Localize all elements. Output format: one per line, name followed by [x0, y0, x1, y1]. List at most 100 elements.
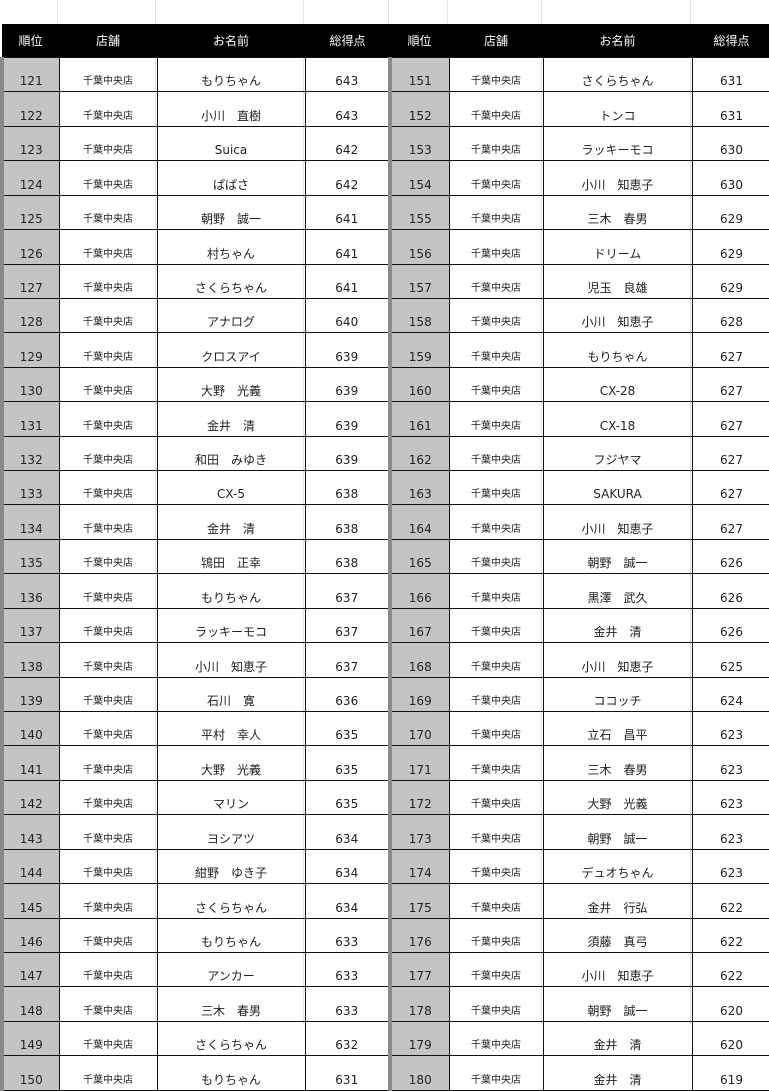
cell-name[interactable]: アンカー [156, 951, 306, 988]
cell-rank[interactable]: 173 [388, 814, 450, 850]
cell-score[interactable]: 635 [304, 711, 391, 747]
cell-name[interactable]: CX-18 [542, 401, 693, 437]
cell-store[interactable]: 千葉中央店 [448, 435, 544, 472]
cell-name[interactable]: CX-28 [542, 366, 693, 403]
cell-rank[interactable]: 163 [388, 470, 450, 506]
cell-store[interactable]: 千葉中央店 [448, 951, 544, 988]
cell-score[interactable]: 638 [304, 470, 391, 506]
cell-score[interactable]: 627 [691, 401, 769, 437]
cell-name[interactable]: 村ちゃん [156, 229, 306, 265]
cell-store[interactable]: 千葉中央店 [58, 56, 158, 93]
cell-store[interactable]: 千葉中央店 [448, 229, 544, 265]
cell-name[interactable]: 朝野 誠一 [542, 986, 693, 1022]
cell-name[interactable]: もりちゃん [156, 56, 306, 93]
cell-store[interactable]: 千葉中央店 [448, 538, 544, 575]
cell-rank[interactable]: 158 [388, 297, 450, 334]
cell-name[interactable]: もりちゃん [156, 917, 306, 953]
cell-score[interactable]: 631 [691, 56, 769, 93]
cell-score[interactable]: 637 [304, 607, 391, 644]
cell-rank[interactable]: 146 [0, 917, 60, 953]
cell-score[interactable]: 636 [304, 676, 391, 713]
cell-name[interactable]: さくらちゃん [156, 263, 306, 299]
cell-store[interactable]: 千葉中央店 [448, 779, 544, 816]
cell-score[interactable]: 629 [691, 263, 769, 299]
cell-score[interactable]: 627 [691, 504, 769, 540]
cell-rank[interactable]: 174 [388, 848, 450, 885]
cell-rank[interactable]: 168 [388, 642, 450, 678]
cell-score[interactable]: 634 [304, 883, 391, 919]
cell-rank[interactable]: 135 [0, 538, 60, 575]
cell-store[interactable]: 千葉中央店 [448, 573, 544, 609]
cell-store[interactable]: 千葉中央店 [448, 986, 544, 1022]
cell-score[interactable]: 623 [691, 779, 769, 816]
cell-rank[interactable]: 172 [388, 779, 450, 816]
cell-score[interactable]: 626 [691, 538, 769, 575]
cell-rank[interactable]: 121 [0, 56, 60, 93]
cell-store[interactable]: 千葉中央店 [58, 470, 158, 506]
cell-name[interactable]: もりちゃん [156, 573, 306, 609]
cell-rank[interactable]: 169 [388, 676, 450, 713]
cell-store[interactable]: 千葉中央店 [448, 745, 544, 781]
cell-rank[interactable]: 151 [388, 56, 450, 93]
cell-score[interactable]: 623 [691, 711, 769, 747]
cell-rank[interactable]: 133 [0, 470, 60, 506]
cell-store[interactable]: 千葉中央店 [448, 125, 544, 162]
cell-store[interactable]: 千葉中央店 [448, 504, 544, 540]
cell-store[interactable]: 千葉中央店 [448, 607, 544, 644]
cell-score[interactable]: 629 [691, 229, 769, 265]
cell-store[interactable]: 千葉中央店 [58, 160, 158, 196]
cell-score[interactable]: 639 [304, 435, 391, 472]
cell-rank[interactable]: 177 [388, 951, 450, 988]
cell-name[interactable]: 鴇田 正幸 [156, 538, 306, 575]
cell-store[interactable]: 千葉中央店 [58, 125, 158, 162]
cell-score[interactable]: 641 [304, 263, 391, 299]
cell-name[interactable]: 和田 みゆき [156, 435, 306, 472]
cell-rank[interactable]: 130 [0, 366, 60, 403]
cell-name[interactable]: 三木 春男 [542, 745, 693, 781]
cell-score[interactable]: 627 [691, 435, 769, 472]
cell-store[interactable]: 千葉中央店 [58, 538, 158, 575]
cell-rank[interactable]: 125 [0, 194, 60, 231]
cell-score[interactable]: 626 [691, 607, 769, 644]
cell-name[interactable]: ラッキーモコ [156, 607, 306, 644]
cell-score[interactable]: 622 [691, 883, 769, 919]
cell-name[interactable]: 石川 寛 [156, 676, 306, 713]
cell-name[interactable]: 朝野 誠一 [542, 814, 693, 850]
cell-rank[interactable]: 122 [0, 91, 60, 127]
cell-rank[interactable]: 127 [0, 263, 60, 299]
cell-name[interactable]: ぱぱさ [156, 160, 306, 196]
cell-rank[interactable]: 126 [0, 229, 60, 265]
cell-score[interactable]: 633 [304, 917, 391, 953]
cell-rank[interactable]: 178 [388, 986, 450, 1022]
cell-rank[interactable]: 144 [0, 848, 60, 885]
cell-rank[interactable]: 155 [388, 194, 450, 231]
cell-store[interactable]: 千葉中央店 [58, 263, 158, 299]
cell-name[interactable]: クロスアイ [156, 332, 306, 368]
cell-name[interactable]: もりちゃん [542, 332, 693, 368]
cell-rank[interactable]: 153 [388, 125, 450, 162]
cell-name[interactable]: 小川 知恵子 [542, 642, 693, 678]
cell-score[interactable]: 625 [691, 642, 769, 678]
cell-rank[interactable]: 140 [0, 711, 60, 747]
cell-name[interactable]: 立石 昌平 [542, 711, 693, 747]
cell-name[interactable]: Suica [156, 125, 306, 162]
cell-store[interactable]: 千葉中央店 [448, 676, 544, 713]
cell-store[interactable]: 千葉中央店 [58, 194, 158, 231]
cell-name[interactable]: マリン [156, 779, 306, 816]
cell-name[interactable]: フジヤマ [542, 435, 693, 472]
cell-name[interactable]: さくらちゃん [156, 1020, 306, 1057]
cell-store[interactable]: 千葉中央店 [58, 848, 158, 885]
cell-score[interactable]: 627 [691, 332, 769, 368]
cell-score[interactable]: 623 [691, 814, 769, 850]
cell-name[interactable]: アナログ [156, 297, 306, 334]
cell-score[interactable]: 640 [304, 297, 391, 334]
cell-store[interactable]: 千葉中央店 [448, 194, 544, 231]
cell-rank[interactable]: 166 [388, 573, 450, 609]
cell-name[interactable]: 朝野 誠一 [542, 538, 693, 575]
cell-name[interactable]: デュオちゃん [542, 848, 693, 885]
cell-name[interactable]: 大野 光義 [156, 366, 306, 403]
cell-score[interactable]: 639 [304, 401, 391, 437]
cell-score[interactable]: 643 [304, 91, 391, 127]
cell-score[interactable]: 623 [691, 848, 769, 885]
cell-rank[interactable]: 179 [388, 1020, 450, 1057]
